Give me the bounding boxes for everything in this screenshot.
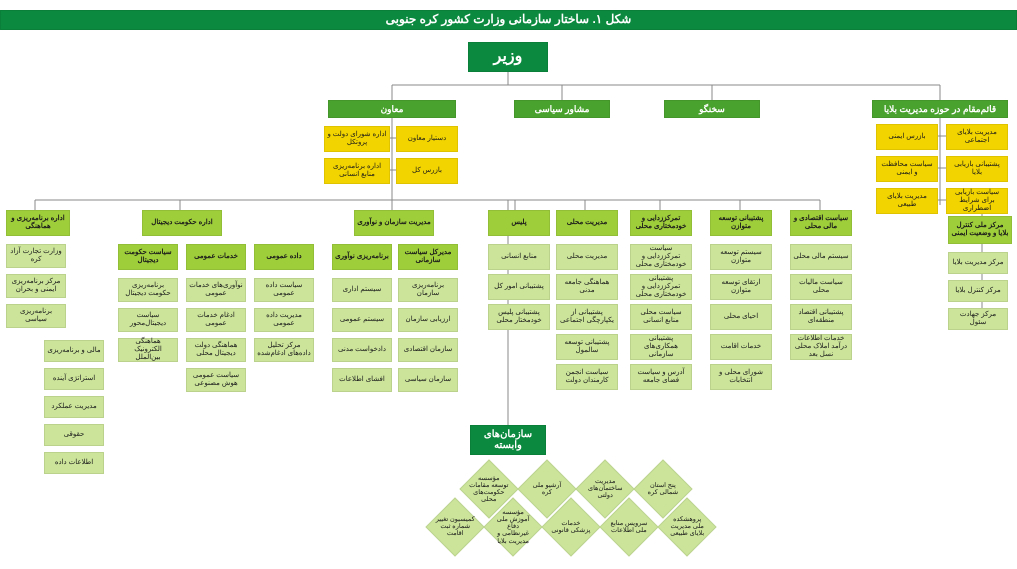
node: دستیار معاون	[396, 126, 458, 152]
node: سیاست عمومی هوش مصنوعی	[186, 368, 246, 392]
node: پشتیبانی همکاری‌های سازمانی	[630, 334, 692, 360]
node: برنامه‌ریزی سیاسی	[6, 304, 66, 328]
node: منابع انسانی	[488, 244, 550, 270]
node: خدمات اقامت	[710, 334, 772, 360]
node: مدیریت بلایای طبیعی	[876, 188, 938, 214]
node: سیستم اداری	[332, 278, 392, 302]
node: خدمات اطلاعات درآمد املاک محلی نسل بعد	[790, 334, 852, 360]
node: آدرس و سیاست فضای جامعه	[630, 364, 692, 390]
node: اداره برنامه‌ریزی منابع انسانی	[324, 158, 390, 184]
node: سازمان سیاسی	[398, 368, 458, 392]
node: مدیریت محلی	[556, 244, 618, 270]
node: بازرس ایمنی	[876, 124, 938, 150]
node: خدمات عمومی	[186, 244, 246, 270]
node: پشتیبانی بازیابی بلایا	[946, 156, 1008, 182]
node: داده عمومی	[254, 244, 314, 270]
node: اداره حکومت دیجیتال	[142, 210, 222, 236]
node: سیاست انجمن کارمندان دولت	[556, 364, 618, 390]
node: سیستم توسعه متوازن	[710, 244, 772, 270]
minister-box: وزیر	[468, 42, 548, 72]
node: هماهنگی دولت دیجیتال محلی	[186, 338, 246, 362]
node: پشتیبانی از یکپارچگی اجتماعی	[556, 304, 618, 330]
node: سیاست داده عمومی	[254, 278, 314, 302]
node: مالی و برنامه‌ریزی	[44, 340, 104, 362]
deputy-disaster-box: قائم‌مقام در حوزه مدیریت بلایا	[872, 100, 1008, 118]
node: استراتژی آینده	[44, 368, 104, 390]
node: حقوقی	[44, 424, 104, 446]
node: سیستم عمومی	[332, 308, 392, 332]
spokesperson-box: سخنگو	[664, 100, 760, 118]
node: اداره شورای دولت و پروتکل	[324, 126, 390, 152]
node: مدیریت داده عمومی	[254, 308, 314, 332]
node: پشتیبانی امور کل	[488, 274, 550, 300]
deputy-box: معاون	[328, 100, 456, 118]
node: سیاست محافظت و ایمنی	[876, 156, 938, 182]
node: مرکز کنترل بلایا	[948, 280, 1008, 302]
node: اداره برنامه‌ریزی و هماهنگی	[6, 210, 70, 236]
node: بازرس کل	[396, 158, 458, 184]
node: مرکز مدیریت بلایا	[948, 252, 1008, 274]
node: مرکز برنامه‌ریزی ایمنی و بحران	[6, 274, 66, 298]
node: مدیریت بلایای اجتماعی	[946, 124, 1008, 150]
node: برنامه‌ریزی سازمان	[398, 278, 458, 302]
node: احیای محلی	[710, 304, 772, 330]
node: ارتقای توسعه متوازن	[710, 274, 772, 300]
node: هماهنگی جامعه مدنی	[556, 274, 618, 300]
node: پشتیبانی توسعه متوازن	[710, 210, 772, 236]
node: پشتیبانی اقتصاد منطقه‌ای	[790, 304, 852, 330]
node: سیاست بازیابی برای شرایط اضطراری	[946, 188, 1008, 214]
node: مرکز جهادت سئول	[948, 308, 1008, 330]
node: سیاست محلی منابع انسانی	[630, 304, 692, 330]
node: مدیریت محلی	[556, 210, 618, 236]
node: هماهنگی الکترونیک بین‌الملل	[118, 338, 178, 362]
node: سیاست حکومت دیجیتال	[118, 244, 178, 270]
node: افشای اطلاعات	[332, 368, 392, 392]
node: تمرکززدایی و خودمختاری محلی	[630, 210, 692, 236]
node: شورای محلی و انتخابات	[710, 364, 772, 390]
node: پشتیبانی پلیس خودمختار محلی	[488, 304, 550, 330]
node: سیاست دیجیتال‌محور	[118, 308, 178, 332]
node: سیستم مالی محلی	[790, 244, 852, 270]
political-advisor-box: مشاور سیاسی	[514, 100, 610, 118]
node: وزارت تجارت آزاد کره	[6, 244, 66, 268]
node: نوآوری‌های خدمات عمومی	[186, 278, 246, 302]
node: مرکز تحلیل داده‌های ادغام‌شده	[254, 338, 314, 362]
chart-title: شکل ۱. ساختار سازمانی وزارت کشور کره جنو…	[0, 10, 1017, 30]
node: برنامه‌ریزی نوآوری	[332, 244, 392, 270]
node: ادغام خدمات عمومی	[186, 308, 246, 332]
node: سازمان اقتصادی	[398, 338, 458, 362]
node: اطلاعات داده	[44, 452, 104, 474]
disaster-green-head: مرکز ملی کنترل بلایا و وضعیت ایمنی	[948, 216, 1012, 244]
node: سیاست مالیات محلی	[790, 274, 852, 300]
affiliated-head: سازمان‌های وابسته	[470, 425, 546, 455]
node: ارزیابی سازمان	[398, 308, 458, 332]
node: دادخواست مدنی	[332, 338, 392, 362]
node: مدیریت سازمان و نوآوری	[354, 210, 434, 236]
node: مدیریت عملکرد	[44, 396, 104, 418]
node: سیاست اقتصادی و مالی محلی	[790, 210, 852, 236]
node: سیاست تمرکززدایی و خودمختاری محلی	[630, 244, 692, 270]
node: مدیرکل سیاست سازمانی	[398, 244, 458, 270]
node: برنامه‌ریزی حکومت دیجیتال	[118, 278, 178, 302]
node: پشتیبانی توسعه سالمول	[556, 334, 618, 360]
node: پلیس	[488, 210, 550, 236]
node: پشتیبانی تمرکززدایی و خودمختاری محلی	[630, 274, 692, 300]
